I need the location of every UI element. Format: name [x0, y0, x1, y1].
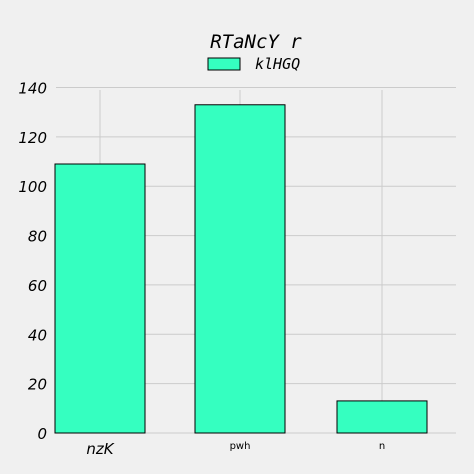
chart-title: RTaNcY r — [210, 31, 302, 53]
y-tick-label: 40 — [28, 326, 47, 344]
bar-n — [336, 400, 428, 434]
y-tick-label: 80 — [28, 228, 47, 246]
bar-pwh — [194, 104, 286, 434]
y-tick-label: 60 — [28, 277, 47, 295]
legend-label: klHGQ — [255, 55, 300, 73]
y-tick-label: 140 — [18, 80, 47, 98]
y-tick-label: 0 — [37, 425, 47, 443]
y-tick-labels: 0 20 40 60 80 100 120 140 — [18, 80, 47, 444]
x-tick-label: n — [379, 441, 385, 452]
y-tick-label: 20 — [28, 376, 47, 394]
x-tick-label: nzK — [86, 440, 114, 458]
x-tick-label: pwh — [230, 441, 251, 452]
y-tick-label: 120 — [18, 129, 47, 147]
x-tick-labels: nzK pwh n — [86, 440, 385, 458]
legend: klHGQ — [207, 55, 300, 73]
legend-swatch — [207, 57, 241, 71]
y-tick-label: 100 — [18, 178, 47, 196]
bar-nzK — [54, 163, 146, 434]
bars — [54, 104, 428, 434]
